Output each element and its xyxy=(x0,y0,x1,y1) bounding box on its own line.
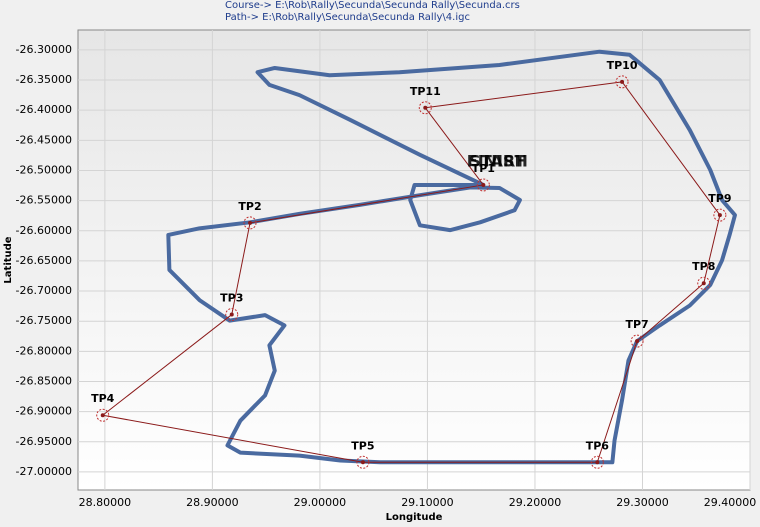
turnpoint-core xyxy=(595,460,600,465)
annotation: START xyxy=(469,151,525,170)
turnpoint-label: TP5 xyxy=(351,439,374,452)
y-tick-label: -26.60000 xyxy=(16,224,72,237)
turnpoint-label: TP2 xyxy=(238,200,261,213)
turnpoint-label: TP10 xyxy=(607,59,638,72)
turnpoint xyxy=(590,455,604,469)
track-path: Path-> E:\Rob\Rally\Secunda\Secunda Rall… xyxy=(225,12,470,23)
turnpoint-label: TP9 xyxy=(708,192,731,205)
y-tick-label: -26.95000 xyxy=(16,435,72,448)
y-tick-label: -26.80000 xyxy=(16,344,72,357)
turnpoint-core xyxy=(717,213,722,218)
x-tick-label: 29.00000 xyxy=(294,496,347,509)
x-tick-label: 29.30000 xyxy=(616,496,669,509)
y-tick-label: -26.70000 xyxy=(16,284,72,297)
turnpoint-core xyxy=(248,220,253,225)
y-tick-label: -26.30000 xyxy=(16,43,72,56)
turnpoint-label: TP6 xyxy=(586,439,610,452)
y-axis-label: Latitude xyxy=(3,236,14,283)
y-tick-label: -26.85000 xyxy=(16,374,72,387)
turnpoint xyxy=(225,308,239,322)
turnpoint-core xyxy=(360,460,365,465)
turnpoint-label: TP4 xyxy=(91,392,115,405)
x-tick-label: 29.10000 xyxy=(401,496,454,509)
y-tick-label: -26.90000 xyxy=(16,405,72,418)
y-tick-label: -26.45000 xyxy=(16,133,72,146)
turnpoint-label: TP8 xyxy=(692,260,715,273)
turnpoint xyxy=(615,75,629,89)
y-tick-label: -27.00000 xyxy=(16,465,72,478)
turnpoint-label: TP3 xyxy=(220,292,243,305)
turnpoint-label: TP1 xyxy=(472,162,495,175)
turnpoint-core xyxy=(229,312,234,317)
turnpoint xyxy=(418,101,432,115)
x-tick-label: 28.80000 xyxy=(79,496,132,509)
y-tick-label: -26.35000 xyxy=(16,73,72,86)
annotation: FINISH xyxy=(467,151,528,170)
turnpoint xyxy=(243,216,257,230)
turnpoint xyxy=(356,455,370,469)
plot-area xyxy=(77,29,751,491)
turnpoint xyxy=(476,178,490,192)
y-tick-label: -26.50000 xyxy=(16,163,72,176)
route-line xyxy=(102,81,721,463)
turnpoint-core xyxy=(620,79,625,84)
turnpoint xyxy=(630,334,644,348)
turnpoint-label: TP7 xyxy=(625,318,648,331)
course-path: Course-> E:\Rob\Rally\Secunda\Secunda Ra… xyxy=(225,0,520,11)
turnpoint-label: TP11 xyxy=(410,85,441,98)
y-tick-label: -26.75000 xyxy=(16,314,72,327)
turnpoint xyxy=(697,276,711,290)
y-tick-label: -26.55000 xyxy=(16,194,72,207)
turnpoint-core xyxy=(701,281,706,286)
x-tick-label: 29.20000 xyxy=(509,496,562,509)
turnpoint-core xyxy=(423,105,428,110)
x-tick-label: 29.40000 xyxy=(704,496,757,509)
y-tick-label: -26.40000 xyxy=(16,103,72,116)
x-tick-label: 28.90000 xyxy=(186,496,239,509)
turnpoint xyxy=(713,208,727,222)
turnpoint-core xyxy=(100,413,105,418)
turnpoint-core xyxy=(635,339,640,344)
x-axis-label: Longitude xyxy=(386,512,443,523)
turnpoint-core xyxy=(481,182,486,187)
y-tick-label: -26.65000 xyxy=(16,254,72,267)
turnpoint xyxy=(96,408,110,422)
